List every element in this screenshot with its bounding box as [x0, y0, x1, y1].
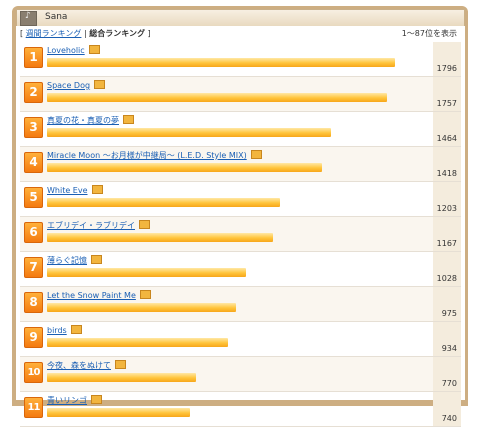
play-count-cell: 1028: [433, 252, 461, 286]
play-count-bar: [47, 268, 246, 277]
rank-badge: 6: [24, 222, 43, 243]
track-title-link[interactable]: White Eve: [47, 185, 103, 195]
track-title-link[interactable]: Miracle Moon 〜お月様が中継局〜 (L.E.D. Style MIX…: [47, 150, 262, 161]
play-count-cell: 1464: [433, 112, 461, 146]
play-count-cell: 975: [433, 287, 461, 321]
track-title: Loveholic: [47, 46, 85, 55]
weekly-ranking-link[interactable]: 週間ランキング: [25, 29, 82, 38]
play-count-bar: [47, 408, 190, 417]
track-title: Space Dog: [47, 81, 91, 90]
panel-title: Sana: [45, 12, 68, 22]
rank-badge: 1: [24, 47, 43, 68]
play-count: 1464: [436, 134, 457, 143]
ranking-row: 9 birds 934: [20, 322, 461, 357]
folder-icon[interactable]: [91, 185, 103, 194]
track-title: Let the Snow Paint Me: [47, 291, 136, 300]
track-title-link[interactable]: 真夏の花・真夏の夢: [47, 115, 134, 126]
play-count-cell: 1796: [433, 42, 461, 76]
folder-icon[interactable]: [139, 220, 150, 229]
play-count: 740: [441, 414, 457, 423]
panel-title-bar: ♪ Sana: [16, 9, 465, 27]
track-title: エブリデイ・ラブリデイ: [47, 221, 135, 230]
play-count-bar: [47, 338, 228, 347]
play-count: 1757: [436, 99, 457, 108]
rank-badge: 10: [24, 362, 43, 383]
ranking-content: [ 週間ランキング | 総合ランキング ] 1〜87位を表示 1 Loveholi…: [16, 26, 465, 427]
play-count: 770: [441, 379, 457, 388]
nav-open-bracket: [: [20, 29, 24, 38]
ranking-row: 11 青いリンゴ 740: [20, 392, 461, 427]
rank-badge: 8: [24, 292, 43, 313]
play-count-cell: 770: [433, 357, 461, 391]
play-count-cell: 934: [433, 322, 461, 356]
play-count: 1203: [436, 204, 457, 213]
ranking-row: 8 Let the Snow Paint Me 975: [20, 287, 461, 322]
play-count-bar: [47, 128, 331, 137]
play-count-cell: 1203: [433, 182, 461, 216]
rank-badge: 2: [24, 82, 43, 103]
track-title-link[interactable]: エブリデイ・ラブリデイ: [47, 220, 150, 231]
play-count-bar: [47, 303, 236, 312]
track-title-link[interactable]: Space Dog: [47, 80, 106, 90]
music-icon: ♪: [20, 11, 37, 26]
play-count-cell: 1757: [433, 77, 461, 111]
play-count: 1418: [436, 169, 457, 178]
ranking-row: 7 薄らぐ記憶 1028: [20, 252, 461, 287]
ranking-row: 6 エブリデイ・ラブリデイ 1167: [20, 217, 461, 252]
ranking-row: 4 Miracle Moon 〜お月様が中継局〜 (L.E.D. Style MI…: [20, 147, 461, 182]
rank-badge: 9: [24, 327, 43, 348]
track-title-link[interactable]: birds: [47, 325, 82, 335]
track-title: birds: [47, 326, 67, 335]
track-title: Miracle Moon 〜お月様が中継局〜 (L.E.D. Style MIX…: [47, 151, 247, 160]
nav-close-bracket: ]: [147, 29, 151, 38]
rank-badge: 3: [24, 117, 43, 138]
folder-icon[interactable]: [91, 255, 102, 264]
rank-range-label: 1〜87位を表示: [401, 29, 457, 38]
ranking-row: 10 今夜、森をぬけて 770: [20, 357, 461, 392]
play-count: 1167: [436, 239, 457, 248]
play-count: 1796: [436, 64, 457, 73]
folder-icon[interactable]: [139, 290, 151, 299]
track-title-link[interactable]: 今夜、森をぬけて: [47, 360, 126, 371]
rank-badge: 7: [24, 257, 43, 278]
ranking-row: 2 Space Dog 1757: [20, 77, 461, 112]
ranking-row: 5 White Eve 1203: [20, 182, 461, 217]
track-title: 今夜、森をぬけて: [47, 361, 111, 370]
folder-icon[interactable]: [123, 115, 134, 124]
folder-icon[interactable]: [94, 80, 106, 89]
rank-badge: 5: [24, 187, 43, 208]
play-count: 975: [441, 309, 457, 318]
folder-icon[interactable]: [250, 150, 262, 159]
folder-icon[interactable]: [115, 360, 126, 369]
play-count-cell: 740: [433, 392, 461, 426]
ranking-list: 1 Loveholic 1796 2 Space Dog 1757 3 真夏の花・真夏の夢 14…: [20, 42, 461, 427]
track-title-link[interactable]: Let the Snow Paint Me: [47, 290, 151, 300]
play-count-cell: 1418: [433, 147, 461, 181]
ranking-row: 1 Loveholic 1796: [20, 42, 461, 77]
play-count-bar: [47, 233, 273, 242]
track-title-link[interactable]: 薄らぐ記憶: [47, 255, 102, 266]
play-count-bar: [47, 93, 387, 102]
track-title: 青いリンゴ: [47, 396, 87, 405]
play-count-bar: [47, 58, 395, 67]
ranking-nav: [ 週間ランキング | 総合ランキング ]: [20, 28, 151, 39]
play-count: 934: [441, 344, 457, 353]
play-count: 1028: [436, 274, 457, 283]
play-count-cell: 1167: [433, 217, 461, 251]
rank-badge: 4: [24, 152, 43, 173]
play-count-bar: [47, 373, 196, 382]
ranking-row: 3 真夏の花・真夏の夢 1464: [20, 112, 461, 147]
track-title: 真夏の花・真夏の夢: [47, 116, 119, 125]
folder-icon[interactable]: [70, 325, 82, 334]
rank-badge: 11: [24, 397, 43, 418]
track-title-link[interactable]: Loveholic: [47, 45, 100, 55]
folder-icon[interactable]: [88, 45, 100, 54]
play-count-bar: [47, 163, 322, 172]
nav-separator: |: [83, 29, 87, 38]
track-title: 薄らぐ記憶: [47, 256, 87, 265]
track-title-link[interactable]: 青いリンゴ: [47, 395, 102, 406]
play-count-bar: [47, 198, 280, 207]
track-title: White Eve: [47, 186, 88, 195]
total-ranking-label: 総合ランキング: [89, 29, 145, 38]
